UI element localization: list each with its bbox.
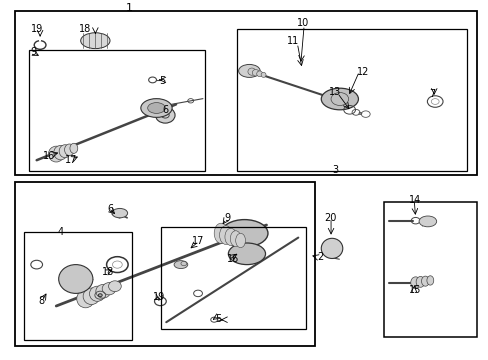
Text: 9: 9 — [30, 47, 36, 57]
Text: 18: 18 — [101, 267, 114, 277]
Text: 5: 5 — [159, 76, 165, 86]
Ellipse shape — [64, 144, 74, 156]
Ellipse shape — [155, 107, 175, 123]
Bar — [29, 50, 205, 171]
Text: 2: 2 — [316, 252, 323, 262]
Ellipse shape — [141, 99, 172, 117]
Ellipse shape — [214, 223, 227, 243]
Ellipse shape — [70, 143, 78, 153]
Bar — [383, 202, 476, 337]
Text: 13: 13 — [328, 87, 341, 97]
Ellipse shape — [410, 277, 420, 288]
Text: 9: 9 — [224, 213, 230, 223]
Ellipse shape — [252, 69, 259, 76]
Ellipse shape — [174, 261, 187, 269]
Ellipse shape — [81, 33, 110, 49]
Circle shape — [358, 112, 361, 114]
Ellipse shape — [54, 145, 67, 160]
Ellipse shape — [221, 220, 267, 247]
Ellipse shape — [415, 276, 424, 287]
Ellipse shape — [235, 233, 245, 248]
Text: 19: 19 — [152, 292, 165, 302]
Circle shape — [98, 294, 102, 297]
Bar — [237, 29, 466, 171]
Ellipse shape — [238, 64, 260, 77]
Text: 4: 4 — [58, 227, 64, 237]
Text: 6: 6 — [107, 204, 114, 214]
Ellipse shape — [261, 72, 265, 77]
Ellipse shape — [421, 276, 428, 286]
Ellipse shape — [321, 238, 342, 258]
Ellipse shape — [77, 290, 94, 308]
Text: 15: 15 — [407, 285, 420, 295]
Ellipse shape — [89, 286, 105, 301]
Text: 17: 17 — [64, 155, 77, 165]
Bar — [161, 227, 305, 329]
Text: 17: 17 — [191, 236, 204, 246]
Text: 8: 8 — [39, 296, 44, 306]
Text: 16: 16 — [227, 254, 239, 264]
Ellipse shape — [96, 284, 110, 298]
Ellipse shape — [102, 283, 116, 295]
Ellipse shape — [147, 103, 165, 113]
Text: 10: 10 — [296, 18, 309, 28]
Ellipse shape — [59, 265, 93, 293]
Bar — [15, 182, 315, 346]
Text: 18: 18 — [79, 24, 92, 34]
Ellipse shape — [59, 145, 71, 158]
Ellipse shape — [83, 288, 100, 305]
Text: 3: 3 — [331, 165, 337, 175]
Text: 5: 5 — [215, 314, 221, 324]
Text: 20: 20 — [323, 213, 336, 223]
Ellipse shape — [321, 88, 358, 110]
Bar — [15, 11, 476, 175]
Text: 6: 6 — [162, 105, 168, 115]
Text: 14: 14 — [407, 195, 420, 205]
Text: 16: 16 — [42, 150, 55, 161]
Text: 11: 11 — [286, 36, 299, 46]
Text: 7: 7 — [429, 89, 435, 99]
Text: 12: 12 — [356, 67, 368, 77]
Ellipse shape — [426, 276, 433, 285]
Ellipse shape — [224, 228, 236, 246]
Ellipse shape — [108, 281, 121, 292]
Text: 1: 1 — [126, 3, 133, 13]
Bar — [24, 232, 132, 340]
Ellipse shape — [247, 68, 255, 75]
Ellipse shape — [418, 216, 436, 227]
Ellipse shape — [230, 231, 241, 247]
Text: 19: 19 — [30, 24, 43, 34]
Ellipse shape — [48, 146, 64, 162]
Ellipse shape — [256, 71, 262, 77]
Ellipse shape — [228, 243, 265, 265]
Ellipse shape — [112, 208, 127, 218]
Ellipse shape — [219, 226, 232, 244]
